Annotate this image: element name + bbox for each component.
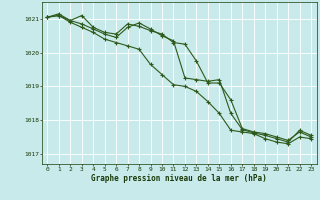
- X-axis label: Graphe pression niveau de la mer (hPa): Graphe pression niveau de la mer (hPa): [91, 174, 267, 183]
